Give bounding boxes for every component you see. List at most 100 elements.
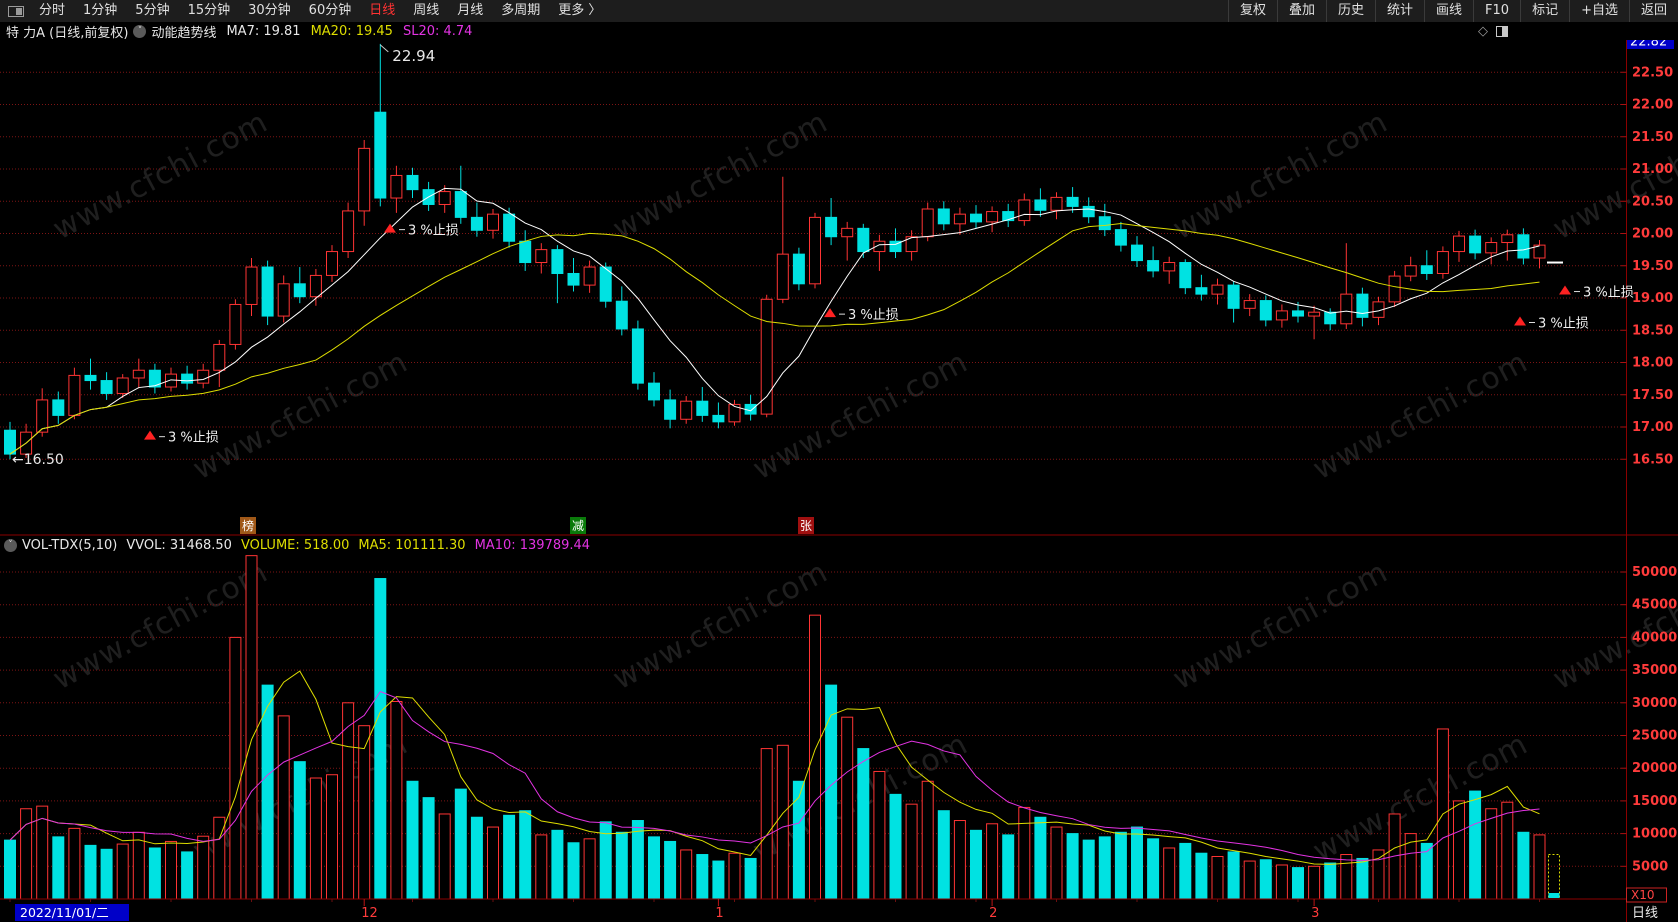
current-date-label: 2022/11/01/二 [20, 905, 109, 920]
event-badge-label: 减 [572, 519, 584, 533]
candle-body [293, 283, 306, 298]
watermark-text: www.cfchi.com [607, 104, 833, 247]
window-icon[interactable] [8, 5, 24, 17]
candle-body [1098, 216, 1111, 231]
volume-bar [422, 797, 435, 900]
candlestick-series [4, 43, 1546, 460]
volume-bar [1453, 800, 1465, 900]
period-tab-30分钟[interactable]: 30分钟 [248, 3, 291, 18]
volume-bar [1259, 859, 1272, 900]
volume-bar [84, 844, 97, 900]
period-tab-月线[interactable]: 月线 [457, 3, 484, 18]
period-tab-1分钟[interactable]: 1分钟 [83, 3, 118, 18]
indicator-name: 动能趋势线 [151, 25, 217, 41]
watermark-text: www.cfchi.com [1167, 554, 1393, 697]
volume-bar [1340, 854, 1353, 900]
volume-bar [390, 700, 403, 900]
period-menu: 分时 1分钟 5分钟 15分钟 30分钟 60分钟 日线 周线 月线 多周期 更多 〉 [30, 0, 610, 22]
candle-body [1308, 311, 1321, 317]
volume-bar [1002, 834, 1015, 900]
panel-layout-icon[interactable] [1496, 26, 1508, 37]
volume-bar [776, 744, 789, 900]
period-tab-周线[interactable]: 周线 [413, 3, 440, 18]
volume-axis-label: 45000 [1632, 598, 1677, 613]
volume-bar [809, 614, 821, 900]
period-tab-5分钟[interactable]: 5分钟 [135, 3, 170, 18]
event-badge[interactable] [798, 517, 814, 534]
volume-bar [953, 820, 966, 900]
candle-body [1404, 265, 1417, 277]
tool-button-复权[interactable]: 复权 [1227, 0, 1277, 22]
candle-body [1018, 199, 1031, 222]
candle-body [52, 399, 65, 416]
volume-bar [277, 715, 290, 900]
volume-bar [197, 835, 210, 900]
volume-axis-label: 15000 [1632, 794, 1677, 809]
candle-body [1324, 311, 1337, 325]
candle-body [551, 249, 564, 274]
vol-indicator-title: VOL-TDX(5,10) [22, 537, 118, 553]
price-axis-label: 18.50 [1632, 323, 1673, 338]
event-badge[interactable] [240, 517, 256, 534]
stop-loss-triangle-icon [144, 430, 156, 440]
volume-bar [1243, 860, 1256, 900]
candle-body [1163, 262, 1176, 272]
tool-button-F10[interactable]: F10 [1473, 0, 1520, 22]
candle-body [809, 216, 821, 285]
volume-bar [857, 748, 870, 900]
tool-button-返回[interactable]: 返回 [1628, 0, 1678, 22]
volume-bar [1469, 790, 1482, 900]
period-tab-分时[interactable]: 分时 [39, 3, 66, 18]
candle-body [1179, 262, 1192, 289]
volume-bar [1517, 831, 1530, 900]
tool-button-叠加[interactable]: 叠加 [1276, 0, 1326, 22]
candle-body [1517, 234, 1530, 259]
event-badge[interactable] [570, 517, 586, 534]
tool-button-统计[interactable]: 统计 [1375, 0, 1424, 22]
volume-bar [100, 848, 113, 900]
volume-bar [535, 834, 548, 900]
volume-bar [970, 829, 982, 900]
indicator-dropdown-icon[interactable]: ˅ [133, 24, 147, 38]
candle-body [953, 213, 966, 225]
volume-bar [1485, 808, 1498, 900]
top-menu-bar: 分时 1分钟 5分钟 15分钟 30分钟 60分钟 日线 周线 月线 多周期 更多 〉 复权 叠加 历史… [0, 0, 1678, 22]
period-label: 日线 [1632, 906, 1658, 921]
volume-bar [503, 814, 516, 900]
volume-bar [728, 852, 741, 900]
price-axis-label: 20.50 [1632, 194, 1673, 209]
volume-bar [1275, 864, 1288, 900]
candle-body [583, 266, 596, 286]
period-tab-更多 〉[interactable]: 更多 〉 [558, 3, 602, 18]
volume-bar [519, 810, 532, 900]
volume-bar [551, 829, 564, 900]
tool-button-画线[interactable]: 画线 [1424, 0, 1473, 22]
stop-loss-triangle-icon [824, 308, 836, 318]
volume-bar [1501, 801, 1514, 900]
candle-body [567, 272, 580, 286]
candle-body [1453, 235, 1465, 253]
tool-button-历史[interactable]: 历史 [1325, 0, 1375, 22]
period-tab-日线[interactable]: 日线 [369, 3, 396, 18]
candle-body [213, 343, 226, 371]
tool-button-标记[interactable]: 标记 [1520, 0, 1569, 22]
candle-body [503, 213, 516, 242]
volume-bar [648, 836, 660, 900]
volume-dropdown-icon[interactable]: ˅ [4, 538, 17, 552]
stop-loss-label: 3 %止损 [848, 308, 899, 323]
volume-axis-label: 10000 [1632, 827, 1677, 842]
diamond-icon[interactable]: ◇ [1478, 24, 1488, 39]
candle-body [1356, 293, 1369, 318]
ma7-value: MA7: 19.81 [226, 23, 301, 39]
candle-body [261, 266, 274, 317]
candle-body [245, 266, 258, 305]
period-tab-15分钟[interactable]: 15分钟 [187, 3, 231, 18]
period-tab-多周期[interactable]: 多周期 [501, 3, 541, 18]
period-tab-60分钟[interactable]: 60分钟 [308, 3, 352, 18]
volume-bar [52, 836, 65, 900]
tool-button-+自选[interactable]: +自选 [1569, 0, 1629, 22]
ma20-value: MA20: 19.45 [310, 23, 393, 39]
month-label: 1 [715, 906, 723, 921]
